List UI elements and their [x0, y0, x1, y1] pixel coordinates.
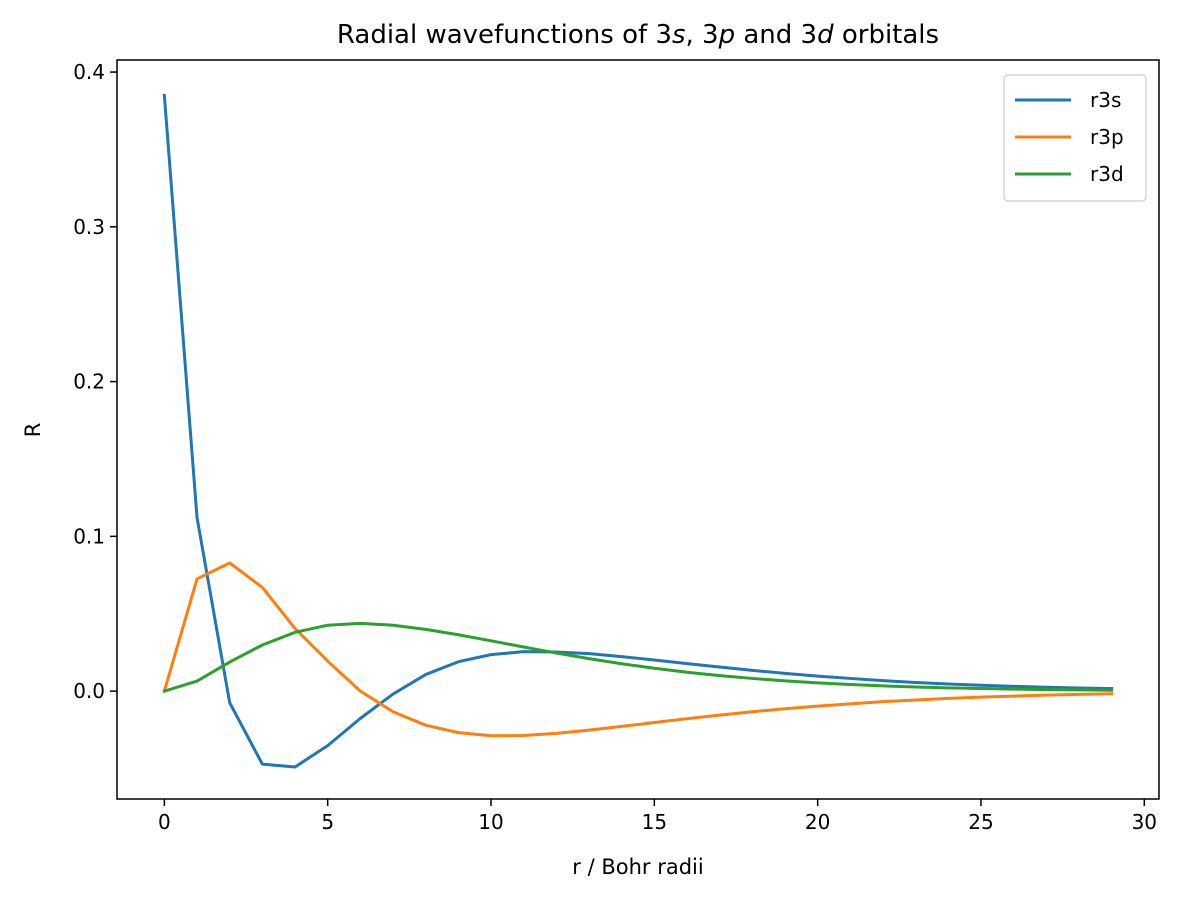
x-tick-label: 10 — [478, 810, 503, 834]
legend-label-r3s: r3s — [1090, 88, 1121, 112]
plot-frame — [116, 59, 1160, 800]
y-tick-label: 0.2 — [73, 370, 105, 394]
title-part: and 3 — [735, 20, 817, 50]
y-axis: 0.0 0.1 0.2 0.3 0.4 — [73, 60, 117, 703]
legend-box — [1003, 74, 1147, 202]
legend-label-r3d: r3d — [1090, 162, 1124, 186]
series-line-r3p — [162, 561, 1114, 738]
legend: r3s r3p r3d — [1003, 74, 1147, 202]
series-lines — [162, 93, 1114, 769]
x-tick-label: 30 — [1132, 810, 1157, 834]
title-part: p — [718, 20, 736, 50]
title-part: s — [672, 20, 686, 50]
series-line-r3s — [162, 93, 1114, 769]
title-part: d — [817, 20, 834, 50]
chart-title: Radial wavefunctions of 3s, 3p and 3d or… — [337, 20, 939, 50]
y-tick-label: 0.4 — [73, 60, 105, 84]
y-tick-label: 0.0 — [73, 679, 105, 703]
y-tick-label: 0.3 — [73, 215, 105, 239]
title-part: Radial wavefunctions of 3 — [337, 20, 672, 50]
x-axis: 0 5 10 15 20 25 30 — [158, 799, 1157, 834]
title-part: , 3 — [685, 20, 718, 50]
y-tick-label: 0.1 — [73, 524, 105, 548]
y-axis-label: R — [21, 423, 45, 438]
x-tick-label: 25 — [968, 810, 993, 834]
x-axis-label: r / Bohr radii — [572, 855, 703, 879]
x-tick-label: 20 — [805, 810, 830, 834]
x-tick-label: 0 — [158, 810, 171, 834]
x-tick-label: 5 — [321, 810, 334, 834]
title-part: orbitals — [834, 20, 940, 50]
series-line-r3d — [162, 621, 1114, 694]
x-tick-label: 15 — [642, 810, 667, 834]
legend-label-r3p: r3p — [1090, 125, 1124, 149]
